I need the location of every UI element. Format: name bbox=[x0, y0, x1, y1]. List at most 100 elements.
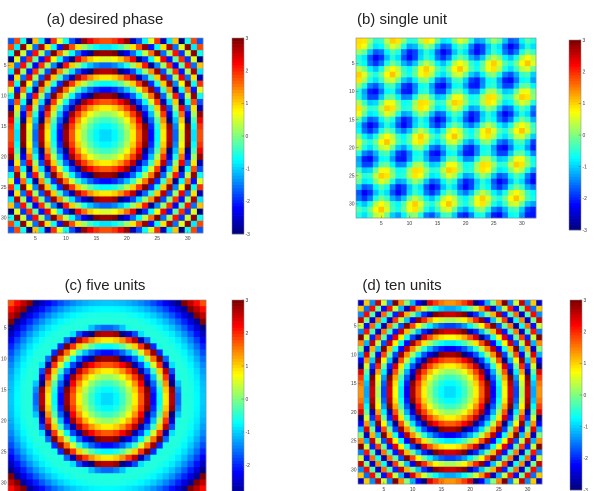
heatmap-cell bbox=[381, 346, 388, 353]
heatmap-cell bbox=[81, 226, 88, 234]
heatmap-cell bbox=[93, 153, 100, 161]
heatmap-cell bbox=[395, 83, 402, 89]
heatmap-cell bbox=[358, 346, 365, 353]
heatmap-cell bbox=[444, 374, 451, 381]
heatmap-cell bbox=[150, 392, 157, 400]
heatmap-cell bbox=[375, 438, 382, 445]
heatmap-cell bbox=[63, 460, 71, 468]
heatmap-cell bbox=[93, 196, 100, 203]
heatmap-cell bbox=[32, 123, 39, 130]
heatmap-cell bbox=[361, 49, 368, 56]
heatmap-cell bbox=[62, 38, 70, 45]
heatmap-cell bbox=[519, 178, 526, 185]
heatmap-cell bbox=[57, 337, 64, 344]
heatmap-cell bbox=[119, 485, 126, 491]
heatmap-cell bbox=[8, 62, 15, 69]
heatmap-cell bbox=[137, 411, 145, 418]
heatmap-cell bbox=[427, 466, 434, 473]
heatmap-cell bbox=[524, 66, 531, 73]
x-tick-label: 10 bbox=[407, 221, 413, 227]
heatmap-cell bbox=[361, 184, 368, 191]
heatmap-cell bbox=[8, 147, 15, 155]
heatmap-cell bbox=[432, 380, 439, 387]
heatmap-cell bbox=[150, 436, 157, 443]
y-tick-label: 10 bbox=[349, 89, 355, 95]
heatmap-cell bbox=[484, 380, 491, 387]
heatmap-cell bbox=[451, 105, 458, 112]
heatmap-cell bbox=[26, 190, 33, 197]
heatmap-cell bbox=[50, 190, 58, 197]
heatmap-cell bbox=[181, 417, 188, 425]
heatmap-cell bbox=[496, 461, 503, 468]
colorbar-swatch bbox=[232, 414, 244, 418]
heatmap-cell bbox=[375, 386, 382, 393]
heatmap-cell bbox=[20, 153, 27, 161]
heatmap-cell bbox=[478, 380, 485, 387]
heatmap-cell bbox=[384, 189, 391, 196]
heatmap-cell bbox=[507, 178, 514, 185]
colorbar-swatch bbox=[232, 364, 244, 369]
heatmap-cell bbox=[135, 68, 143, 75]
colorbar-swatch bbox=[569, 81, 581, 85]
heatmap-cell bbox=[401, 111, 407, 118]
colorbar-tick-label: -1 bbox=[246, 430, 251, 436]
heatmap-cell bbox=[524, 409, 531, 416]
heatmap-cell bbox=[187, 361, 194, 369]
heatmap-cell bbox=[38, 399, 46, 406]
heatmap-cell bbox=[99, 123, 106, 130]
heatmap-cell bbox=[369, 397, 376, 404]
heatmap-cell bbox=[82, 361, 89, 369]
heatmap-cell bbox=[181, 343, 188, 350]
heatmap-cell bbox=[367, 212, 374, 219]
heatmap-cell bbox=[123, 123, 131, 130]
heatmap-cell bbox=[513, 94, 520, 101]
heatmap-cell bbox=[63, 429, 71, 437]
heatmap-cell bbox=[99, 44, 106, 51]
heatmap-cell bbox=[434, 212, 441, 219]
heatmap-cell bbox=[148, 214, 155, 222]
colorbar-swatch bbox=[232, 358, 244, 363]
heatmap-cell bbox=[68, 92, 76, 100]
heatmap-cell bbox=[484, 374, 491, 381]
heatmap-cell bbox=[417, 139, 424, 146]
colorbar-swatch bbox=[569, 197, 581, 201]
heatmap-cell bbox=[125, 349, 133, 356]
heatmap-cell bbox=[479, 111, 486, 118]
heatmap-cell bbox=[398, 340, 405, 347]
heatmap-cell bbox=[444, 334, 451, 341]
heatmap-cell bbox=[100, 442, 108, 449]
heatmap-cell bbox=[502, 54, 509, 61]
heatmap-cell bbox=[473, 478, 480, 485]
heatmap-cell bbox=[513, 116, 520, 123]
heatmap-cell bbox=[461, 426, 468, 433]
heatmap-cell bbox=[507, 60, 514, 67]
heatmap-cell bbox=[457, 60, 464, 67]
heatmap-cell bbox=[99, 153, 106, 161]
heatmap-cell bbox=[457, 66, 464, 73]
heatmap-cell bbox=[356, 66, 362, 73]
heatmap-cell bbox=[156, 448, 163, 455]
heatmap-cell bbox=[26, 423, 34, 431]
heatmap-cell bbox=[100, 380, 108, 387]
heatmap-cell bbox=[530, 409, 537, 416]
heatmap-cell bbox=[160, 135, 167, 142]
colorbar-swatch bbox=[232, 206, 244, 210]
heatmap-cell bbox=[14, 417, 21, 425]
heatmap-cell bbox=[93, 56, 100, 63]
heatmap-cell bbox=[162, 417, 170, 425]
heatmap-cell bbox=[166, 74, 173, 81]
heatmap-cell bbox=[144, 349, 151, 356]
heatmap-cell bbox=[507, 173, 514, 179]
heatmap-cell bbox=[51, 460, 58, 468]
heatmap-cell bbox=[519, 71, 526, 78]
heatmap-cell bbox=[193, 429, 201, 437]
heatmap-cell bbox=[485, 71, 492, 78]
heatmap-cell bbox=[429, 167, 436, 174]
heatmap-cell bbox=[384, 88, 391, 95]
heatmap-cell bbox=[99, 105, 106, 112]
heatmap-cell bbox=[100, 361, 108, 369]
heatmap-cell bbox=[175, 361, 182, 369]
heatmap-cell bbox=[455, 443, 462, 450]
heatmap-cell bbox=[356, 206, 362, 213]
heatmap-cell bbox=[81, 117, 88, 124]
